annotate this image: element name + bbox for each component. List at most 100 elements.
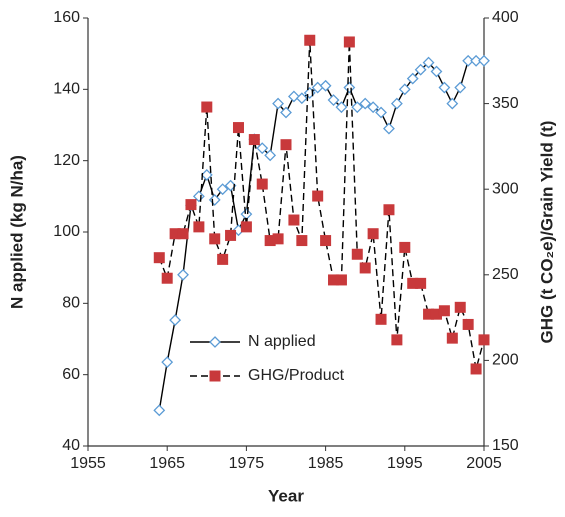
x-axis-label: Year xyxy=(268,486,304,505)
marker xyxy=(304,34,316,46)
marker xyxy=(185,199,197,211)
x-tick-label: 1975 xyxy=(229,455,265,472)
x-tick-label: 1955 xyxy=(70,455,106,472)
marker xyxy=(383,122,395,135)
marker xyxy=(240,208,253,221)
marker xyxy=(359,97,372,110)
legend-marker xyxy=(209,336,221,348)
marker xyxy=(470,54,482,67)
marker xyxy=(169,314,182,327)
marker xyxy=(328,274,340,286)
marker xyxy=(280,139,292,151)
marker xyxy=(438,305,450,317)
marker xyxy=(462,54,475,67)
marker xyxy=(462,318,474,330)
marker xyxy=(209,233,221,245)
y2-tick-label: 150 xyxy=(492,437,519,454)
marker xyxy=(320,235,332,247)
marker xyxy=(407,277,419,289)
marker xyxy=(391,334,403,346)
marker xyxy=(296,235,308,247)
y2-tick-label: 250 xyxy=(492,266,519,283)
y-tick-label: 120 xyxy=(53,152,80,169)
marker xyxy=(153,252,165,264)
y2-tick-label: 350 xyxy=(492,95,519,112)
marker xyxy=(343,81,356,94)
marker xyxy=(351,101,364,114)
marker xyxy=(177,228,189,240)
marker xyxy=(208,193,221,206)
marker xyxy=(312,190,324,202)
marker xyxy=(153,404,166,417)
marker xyxy=(225,229,237,241)
marker xyxy=(438,81,451,94)
marker xyxy=(272,233,284,245)
y-tick-label: 40 xyxy=(62,437,80,454)
marker xyxy=(177,268,189,281)
marker xyxy=(161,272,173,284)
marker xyxy=(200,169,213,181)
marker xyxy=(295,92,308,105)
y2-axis-label: GHG (t CO₂e)/Grain Yield (t) xyxy=(537,121,556,344)
marker xyxy=(406,72,419,85)
x-tick-label: 1985 xyxy=(308,455,344,472)
y2-tick-label: 300 xyxy=(492,180,519,197)
marker xyxy=(256,142,269,155)
y2-tick-label: 200 xyxy=(492,352,519,369)
marker xyxy=(311,81,324,94)
legend-label: N applied xyxy=(248,333,316,350)
marker xyxy=(414,63,427,76)
y-tick-label: 80 xyxy=(62,295,80,312)
marker xyxy=(478,54,490,67)
marker xyxy=(288,90,300,103)
marker xyxy=(423,308,435,320)
y-tick-label: 160 xyxy=(53,9,80,26)
marker xyxy=(280,106,292,119)
marker xyxy=(351,248,363,260)
marker xyxy=(430,308,442,320)
marker xyxy=(232,122,244,134)
marker xyxy=(201,101,213,113)
x-tick-label: 2005 xyxy=(466,455,502,472)
marker xyxy=(430,65,443,78)
marker xyxy=(335,101,348,114)
marker xyxy=(367,101,380,114)
marker xyxy=(359,262,371,274)
marker xyxy=(470,363,482,375)
marker xyxy=(398,83,411,96)
marker xyxy=(375,313,387,325)
marker xyxy=(264,235,276,247)
marker xyxy=(446,332,458,344)
marker xyxy=(478,334,490,346)
marker xyxy=(335,274,347,286)
marker xyxy=(422,56,435,69)
y-tick-label: 60 xyxy=(62,366,80,383)
marker xyxy=(303,86,316,99)
marker xyxy=(216,183,229,196)
y-axis-label: N applied (kg N/ha) xyxy=(7,155,26,309)
y-tick-label: 140 xyxy=(53,81,80,98)
marker xyxy=(248,134,260,146)
marker xyxy=(288,214,300,226)
x-tick-label: 1965 xyxy=(149,455,185,472)
marker xyxy=(319,79,332,92)
x-tick-label: 1995 xyxy=(387,455,423,472)
marker xyxy=(161,356,174,369)
legend-label: GHG/Product xyxy=(248,367,345,384)
marker xyxy=(415,277,427,289)
marker xyxy=(256,178,268,190)
marker xyxy=(169,228,181,240)
marker xyxy=(383,204,395,216)
marker xyxy=(327,94,340,106)
marker xyxy=(193,221,205,233)
y-tick-label: 100 xyxy=(53,223,80,240)
marker xyxy=(264,149,277,162)
marker xyxy=(399,241,411,253)
marker xyxy=(375,106,387,119)
marker xyxy=(454,301,466,313)
marker xyxy=(454,81,467,94)
marker xyxy=(390,97,403,110)
marker xyxy=(217,253,229,265)
y2-tick-label: 400 xyxy=(492,9,519,26)
